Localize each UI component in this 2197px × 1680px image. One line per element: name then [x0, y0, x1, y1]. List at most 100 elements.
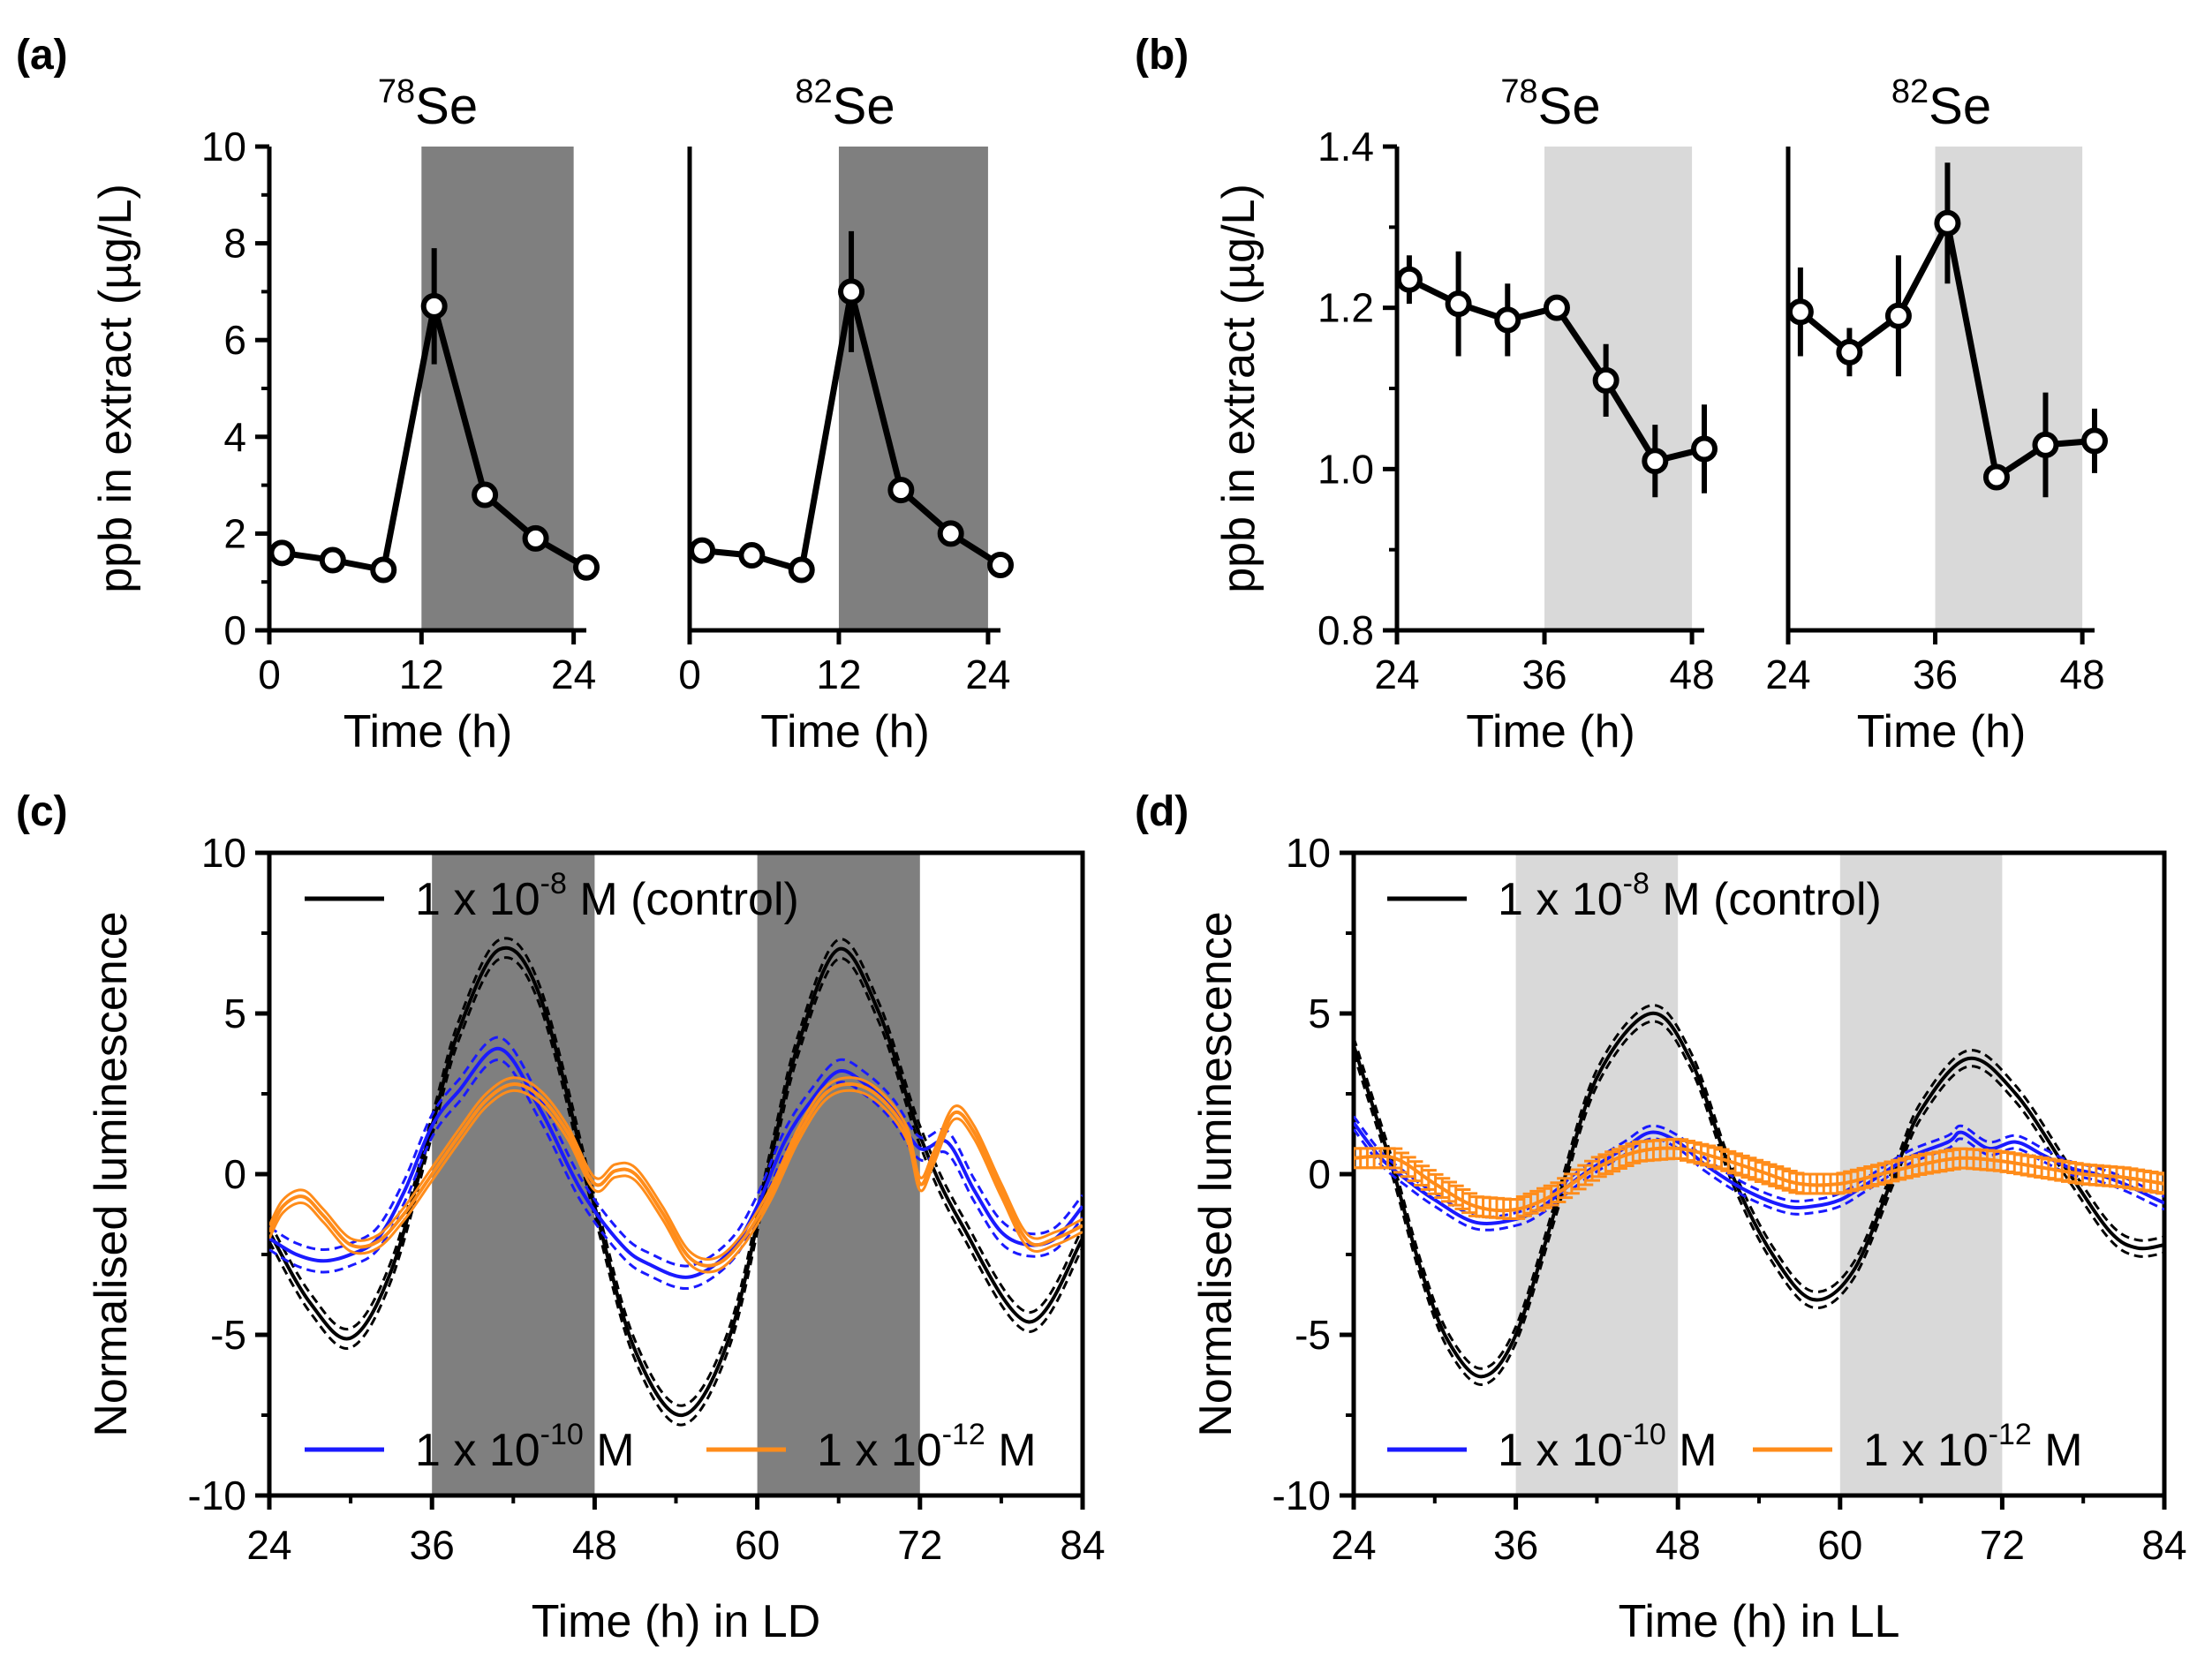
- series-m12-line: [1354, 1146, 2164, 1213]
- y-tick-label: 0: [223, 607, 246, 653]
- data-point: [1592, 366, 1619, 394]
- y-tick-label: 1.2: [1317, 285, 1374, 331]
- y-tick-label: -10: [1272, 1473, 1331, 1518]
- data-point: [689, 537, 716, 564]
- y-tick-label: 1.0: [1317, 446, 1374, 492]
- y-tick-label: 2: [223, 510, 246, 556]
- data-point: [738, 542, 766, 569]
- series-m10-upper-band: [269, 1036, 1083, 1268]
- y-tick-label: 4: [223, 414, 246, 460]
- data-point: [1642, 448, 1669, 475]
- y-tick-label: 10: [201, 830, 246, 876]
- x-axis-label: Time (h) in LL: [1619, 1596, 1900, 1647]
- data-point: [2081, 427, 2108, 455]
- y-tick-label: 1.4: [1317, 124, 1374, 170]
- data-point: [887, 477, 915, 504]
- x-tick-label: 12: [399, 652, 444, 697]
- x-tick-label: 24: [1331, 1522, 1376, 1568]
- panel-title: 78Se: [378, 73, 478, 135]
- panel-label: (d): [1135, 788, 1189, 835]
- panel-label: (b): [1135, 32, 1189, 79]
- x-tick-label: 0: [258, 652, 281, 697]
- x-tick-label: 36: [410, 1522, 455, 1568]
- y-tick-label: -10: [188, 1473, 246, 1518]
- y-axis-label: Normalised luminescence: [1190, 911, 1242, 1436]
- series-m10-lower-band: [269, 1058, 1083, 1291]
- data-point: [420, 292, 448, 320]
- series-control-upper-band: [1354, 1004, 2164, 1370]
- panel-c: 24 36 48 60 72 84 -10 -5 0 5 10 Time (h) in LD Norma…: [16, 788, 1106, 1647]
- shade-region-1: [838, 147, 988, 630]
- data-point: [573, 554, 600, 581]
- legend-label-m12: 1 x 10-12 M: [817, 1418, 1037, 1476]
- title-element: Se: [415, 78, 478, 135]
- data-point: [937, 520, 964, 547]
- series-control-lower-band: [269, 956, 1083, 1427]
- x-axis-label: Time (h): [760, 706, 930, 757]
- x-tick-label: 48: [572, 1522, 617, 1568]
- x-tick-label: 84: [2141, 1522, 2186, 1568]
- x-tick-label: 84: [1060, 1522, 1105, 1568]
- series-m12-line: [269, 1081, 1083, 1268]
- data-point: [1543, 294, 1570, 321]
- panel-b1: 24 36 48 0.8 1.0 1.2 1.4 Time (h) ppb in extract…: [1135, 32, 1718, 757]
- title-element: Se: [1929, 78, 1991, 135]
- data-point: [1836, 338, 1863, 365]
- legend-label-control: 1 x 10-8 M (control): [415, 867, 799, 925]
- y-tick-label: 5: [223, 991, 246, 1036]
- series-control-lower-band: [1354, 1020, 2164, 1386]
- data-point: [2032, 431, 2059, 458]
- x-tick-label: 72: [897, 1522, 942, 1568]
- y-tick-label: -5: [1295, 1312, 1331, 1358]
- y-axis-label: Normalised luminescence: [86, 911, 137, 1436]
- shade-region-2: [757, 853, 920, 1495]
- x-tick-label: 24: [965, 652, 1010, 697]
- legend-label-m12: 1 x 10-12 M: [1863, 1418, 2083, 1476]
- panel-title: 82Se: [795, 73, 895, 135]
- x-axis-label: Time (h): [1466, 706, 1635, 757]
- legend-label-m10: 1 x 10-10 M: [1498, 1418, 1718, 1476]
- x-tick-label: 60: [735, 1522, 780, 1568]
- title-element: Se: [1538, 78, 1601, 135]
- series-m12-upper-band: [269, 1076, 1083, 1262]
- title-mass-number: 78: [1500, 73, 1537, 110]
- shade-region-1: [421, 147, 574, 630]
- panel-label: (c): [16, 788, 68, 835]
- series-m10-line: [269, 1046, 1083, 1279]
- y-tick-label: 10: [1286, 830, 1331, 876]
- title-mass-number: 82: [1891, 73, 1929, 110]
- title-element: Se: [833, 78, 895, 135]
- x-axis-label: Time (h): [344, 706, 513, 757]
- x-tick-label: 72: [1980, 1522, 2025, 1568]
- y-axis-label: ppb in extract (µg/L): [90, 184, 141, 593]
- data-point: [1982, 463, 2010, 491]
- y-tick-label: 6: [223, 317, 246, 363]
- x-tick-label: 48: [1669, 652, 1714, 697]
- data-point: [1395, 266, 1423, 293]
- x-axis-label: Time (h): [1857, 706, 2027, 757]
- series-m12-lower-band: [269, 1089, 1083, 1274]
- data-point: [838, 278, 865, 305]
- data-point: [319, 546, 346, 574]
- y-tick-label: 0: [1308, 1151, 1331, 1197]
- data-point: [987, 552, 1014, 579]
- title-mass-number: 78: [378, 73, 415, 110]
- x-tick-label: 24: [246, 1522, 291, 1568]
- y-tick-label: 8: [223, 221, 246, 267]
- x-tick-label: 24: [1765, 652, 1810, 697]
- shade-region-1: [1544, 147, 1693, 630]
- data-point: [1934, 209, 1961, 237]
- x-tick-label: 36: [1521, 652, 1567, 697]
- panel-a2: 0 12 24 Time (h) 82Se: [678, 73, 1014, 757]
- data-point: [370, 556, 397, 584]
- data-point: [472, 481, 499, 509]
- x-tick-label: 48: [2060, 652, 2105, 697]
- x-tick-label: 0: [678, 652, 701, 697]
- x-tick-label: 24: [1374, 652, 1419, 697]
- series-group: [269, 937, 1083, 1427]
- series-group: [1354, 1004, 2164, 1386]
- panel-label: (a): [16, 32, 68, 79]
- x-tick-label: 24: [551, 652, 596, 697]
- panel-b2: 24 36 48 Time (h) 82Se: [1765, 73, 2108, 757]
- series-control-line: [1354, 1011, 2164, 1379]
